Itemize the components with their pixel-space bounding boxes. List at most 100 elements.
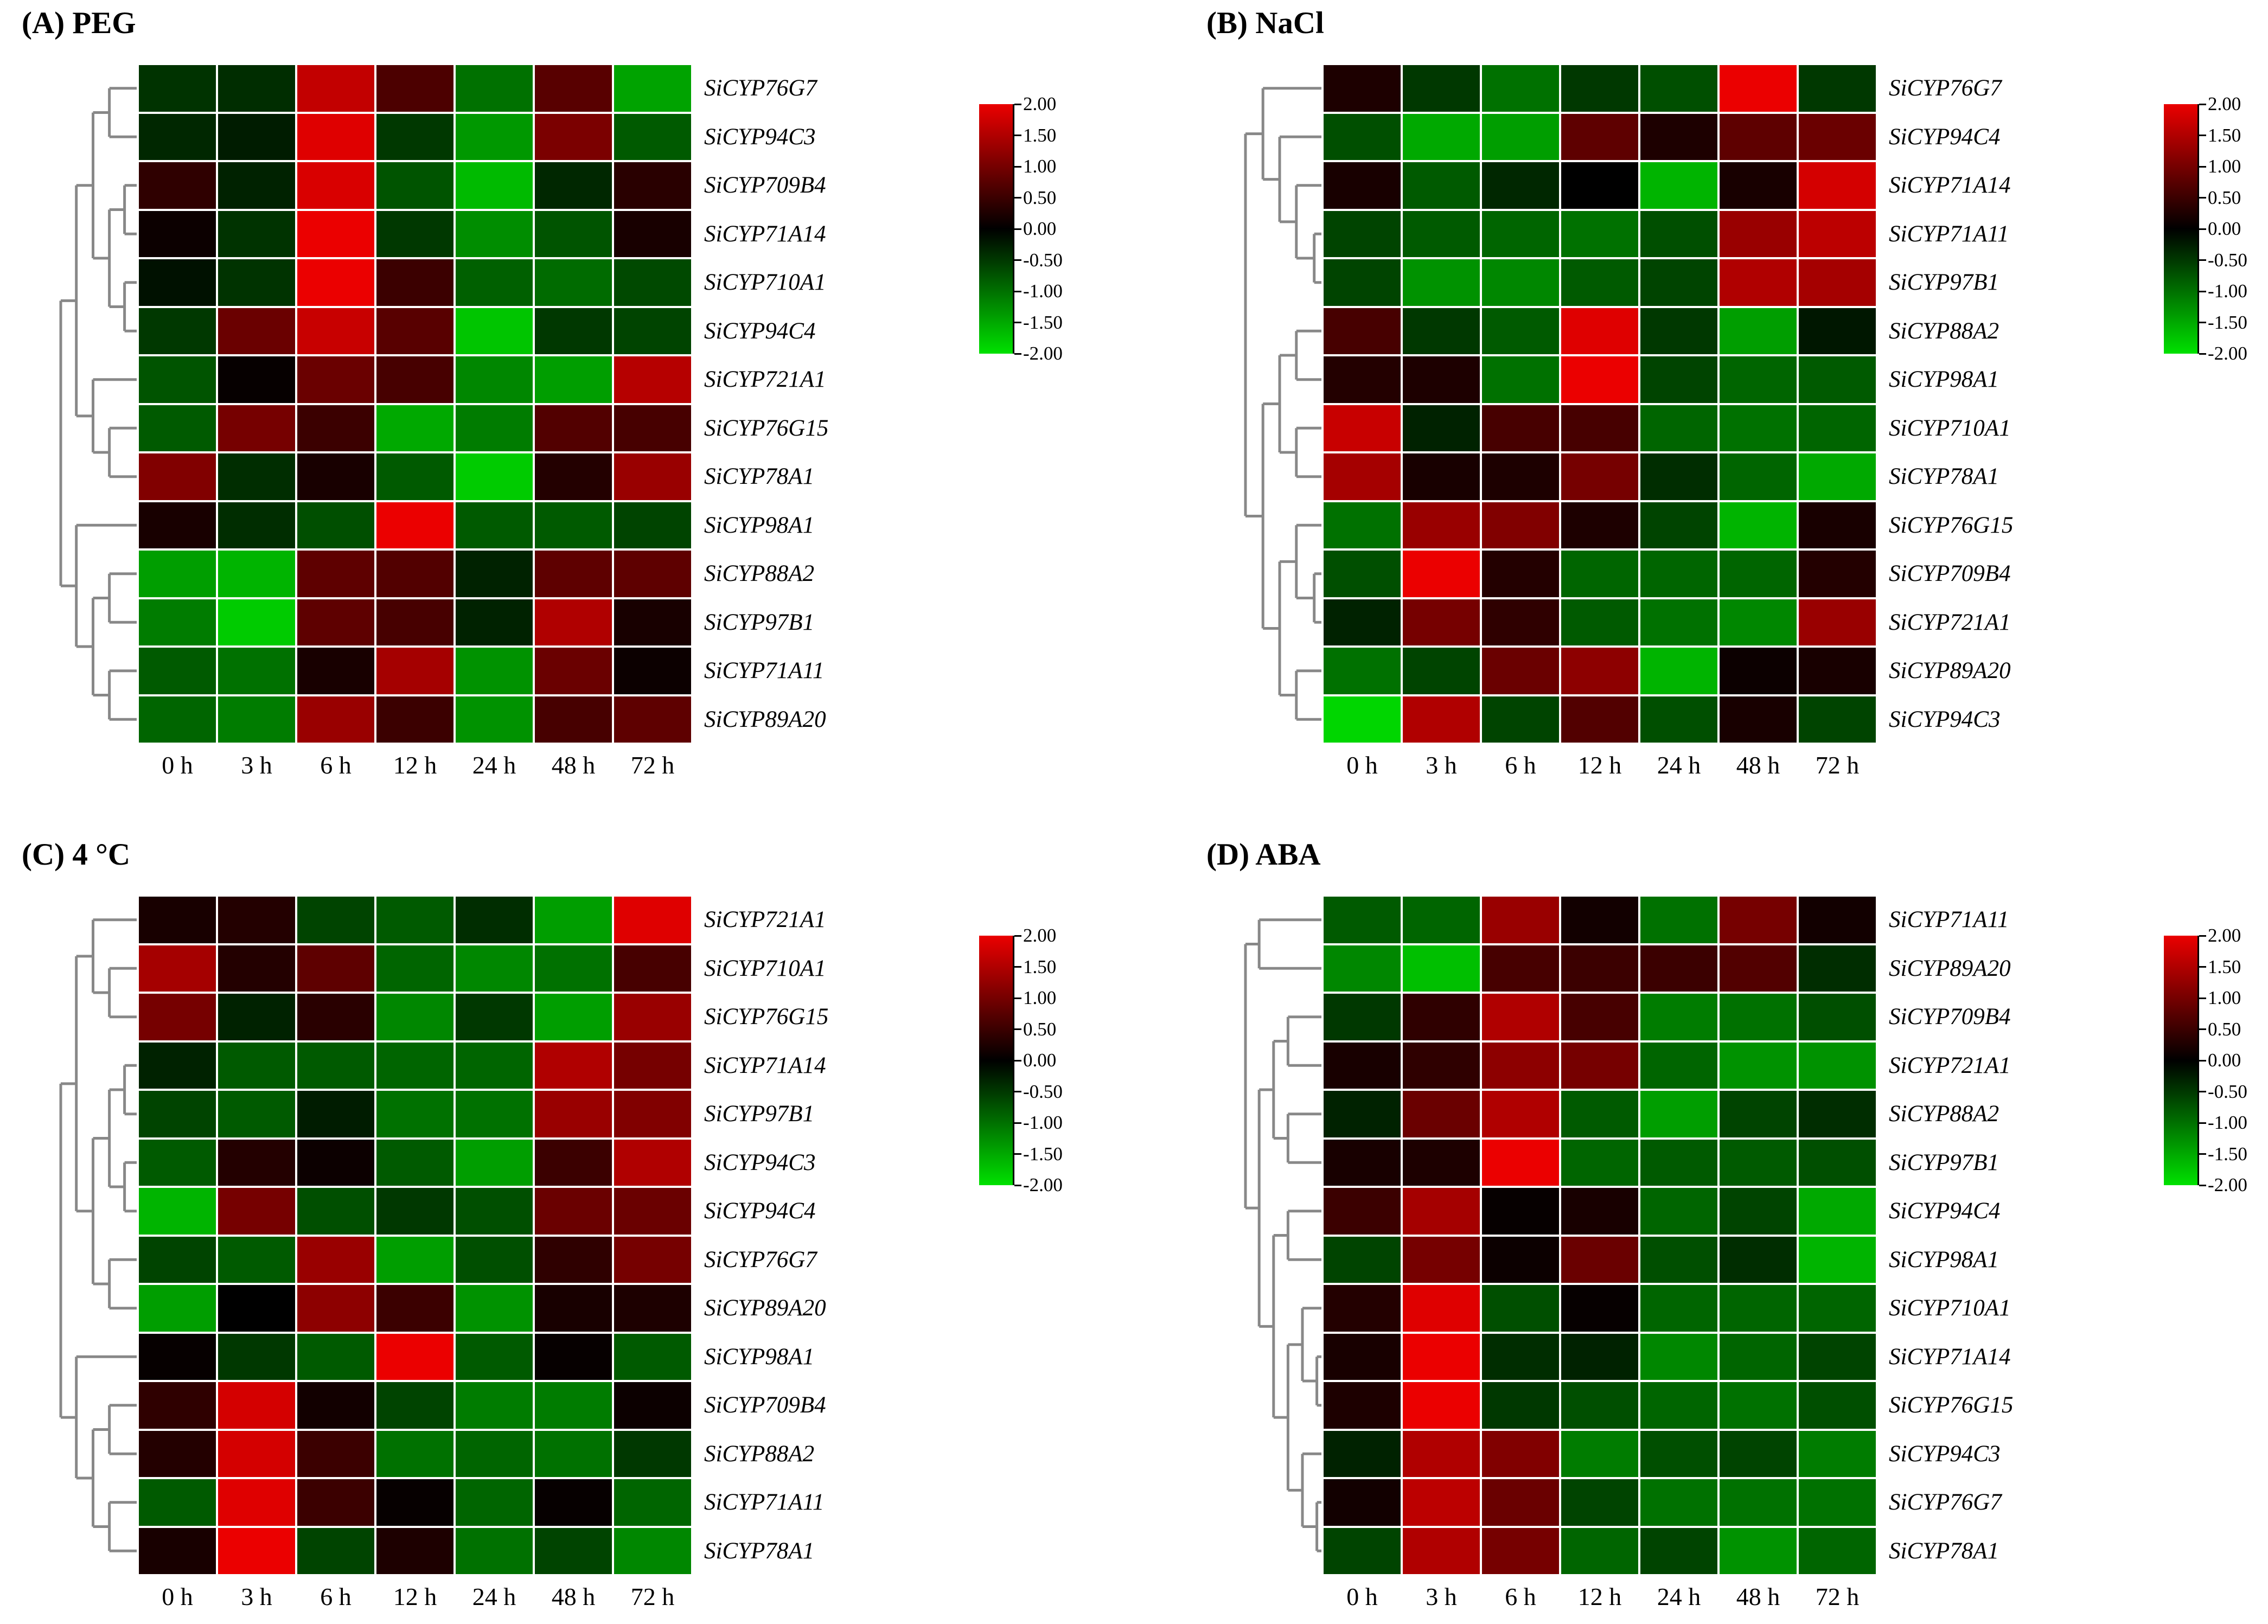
heatmap-cell: [1640, 897, 1717, 943]
heatmap-cell: [1482, 1285, 1559, 1332]
heatmap-cell: [614, 210, 691, 257]
heatmap-cell: [614, 648, 691, 694]
time-label: 72 h: [630, 751, 675, 779]
heatmap-cell: [1799, 897, 1876, 943]
heatmap-cell: [535, 113, 612, 160]
heatmap-cell: [1403, 65, 1480, 112]
colorbar: [2164, 936, 2199, 1185]
heatmap-cell: [1561, 1285, 1638, 1332]
colorbar-tick: [2199, 228, 2206, 230]
heatmap-cell: [614, 405, 691, 451]
heatmap-cell: [218, 453, 295, 500]
heatmap-cell: [1324, 113, 1401, 160]
heatmap-cell: [1799, 1091, 1876, 1137]
colorbar-tick: [2199, 322, 2206, 323]
colorbar-tick: [2199, 290, 2206, 292]
gene-label: SiCYP94C3: [1889, 706, 2001, 732]
heatmap-cell: [1482, 162, 1559, 209]
heatmap-cell: [456, 1188, 533, 1235]
heatmap-cell: [1561, 696, 1638, 743]
colorbar-tick-label: -2.00: [1023, 343, 1063, 364]
heatmap-cell: [1720, 453, 1797, 500]
heatmap-cell: [614, 897, 691, 943]
heatmap-cell: [1561, 599, 1638, 645]
heatmap-cell: [456, 1333, 533, 1380]
gene-label: SiCYP78A1: [704, 1538, 815, 1564]
dendrogram: [59, 87, 137, 721]
gene-label: SiCYP709B4: [1889, 1004, 2011, 1030]
gene-label: SiCYP76G7: [1889, 1489, 2002, 1516]
heatmap-cell: [1482, 994, 1559, 1040]
gene-label: SiCYP71A11: [1889, 907, 2009, 933]
heatmap-cell: [218, 648, 295, 694]
heatmap-cell: [139, 897, 216, 943]
heatmap-cell: [456, 1479, 533, 1526]
heatmap-cell: [218, 405, 295, 451]
heatmap-cell: [1720, 1236, 1797, 1283]
heatmap-cell: [1482, 1479, 1559, 1526]
colorbar-tick-label: 1.00: [2208, 156, 2241, 177]
colorbar-tick: [1014, 135, 1021, 136]
heatmap-cell: [1561, 1091, 1638, 1137]
heatmap-cell: [139, 162, 216, 209]
heatmap-cell: [1799, 1479, 1876, 1526]
heatmap-cell: [1403, 1382, 1480, 1429]
heatmap-cell: [1799, 502, 1876, 548]
heatmap-cell: [376, 405, 453, 451]
heatmap-cell: [1324, 897, 1401, 943]
heatmap-cell: [218, 696, 295, 743]
heatmap-cell: [1403, 1091, 1480, 1137]
heatmap-cell: [1482, 1139, 1559, 1186]
heatmap-cell: [1561, 945, 1638, 992]
heatmap-cell: [535, 1479, 612, 1526]
heatmap-cell: [535, 1430, 612, 1477]
gene-label: SiCYP71A14: [1889, 1344, 2011, 1370]
heatmap-cell: [218, 502, 295, 548]
heatmap-cell: [1561, 648, 1638, 694]
heatmap-cell: [614, 1285, 691, 1332]
heatmap-cell: [1720, 696, 1797, 743]
heatmap-cell: [1561, 1527, 1638, 1574]
colorbar-tick-label: 0.00: [2208, 218, 2241, 239]
heatmap-cell: [1561, 1139, 1638, 1186]
colorbar-tick-label: -2.00: [2208, 1174, 2247, 1195]
heatmap-cell: [1799, 113, 1876, 160]
colorbar-tick-label: 1.50: [2208, 124, 2241, 146]
colorbar-tick-label: -2.00: [2208, 343, 2247, 364]
heatmap-cell: [456, 897, 533, 943]
heatmap-cell: [1561, 1479, 1638, 1526]
heatmap-cell: [1640, 1042, 1717, 1089]
colorbar-tick: [2199, 259, 2206, 261]
colorbar: [979, 936, 1014, 1185]
heatmap-cell: [376, 1527, 453, 1574]
heatmap-cell: [218, 1285, 295, 1332]
heatmap-cell: [1403, 259, 1480, 306]
heatmap-cell: [535, 502, 612, 548]
heatmap-cell: [1561, 1188, 1638, 1235]
heatmap-cell: [297, 65, 374, 112]
heatmap-cell: [1720, 1139, 1797, 1186]
heatmap-cell: [1561, 210, 1638, 257]
heatmap-cell: [297, 551, 374, 597]
colorbar-tick: [1014, 1184, 1021, 1186]
colorbar-tick: [1014, 353, 1021, 355]
heatmap-cell: [1324, 405, 1401, 451]
gene-label: SiCYP71A14: [1889, 172, 2011, 199]
heatmap-cell: [1799, 1285, 1876, 1332]
heatmap-cell: [614, 1527, 691, 1574]
heatmap-cell: [1561, 1430, 1638, 1477]
gene-label: SiCYP78A1: [704, 464, 815, 490]
colorbar-tick: [1014, 997, 1021, 999]
heatmap-cell: [1403, 453, 1480, 500]
heatmap-cell: [139, 405, 216, 451]
heatmap-cell: [1403, 897, 1480, 943]
colorbar-tick-label: 1.50: [1023, 124, 1057, 146]
time-label: 0 h: [1346, 1583, 1378, 1610]
heatmap-cell: [139, 113, 216, 160]
heatmap-cell: [1482, 1527, 1559, 1574]
gene-label: SiCYP721A1: [704, 907, 826, 933]
colorbar-tick: [2199, 103, 2206, 105]
heatmap-cell: [376, 1091, 453, 1137]
heatmap-cell: [1720, 1091, 1797, 1137]
heatmap-cell: [218, 1333, 295, 1380]
